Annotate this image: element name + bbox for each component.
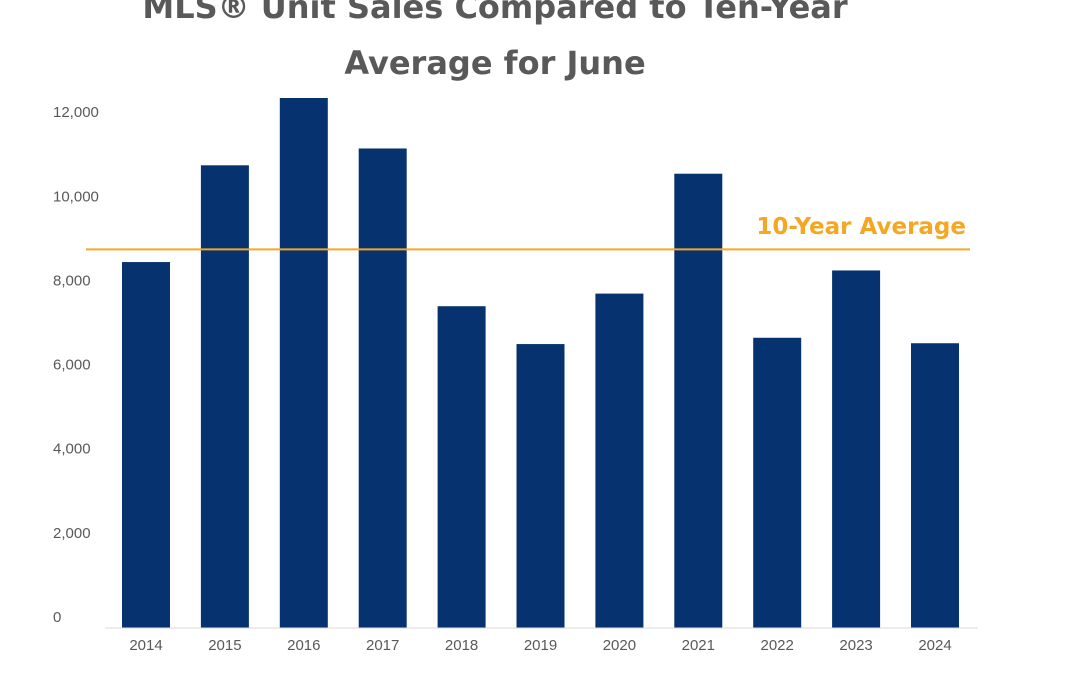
x-tick-label: 2024 — [918, 637, 951, 654]
bar-2014 — [122, 262, 170, 628]
y-axis: 0 2,000 4,000 6,000 8,000 10,000 12,000 — [53, 104, 99, 626]
x-tick-label: 2017 — [366, 637, 399, 654]
bar-2017 — [358, 148, 407, 628]
x-tick-label: 2015 — [208, 637, 241, 654]
bar-2018 — [437, 306, 486, 628]
chart-title: MLS® Unit Sales Compared to Ten-Year Ave… — [142, 0, 848, 82]
ten-year-average-label: 10-Year Average — [756, 214, 966, 240]
y-tick-label: 8,000 — [53, 272, 91, 289]
x-tick-label: 2016 — [287, 637, 320, 654]
y-tick-label: 12,000 — [53, 104, 99, 121]
bar-2019 — [516, 344, 565, 628]
bar-2016 — [279, 98, 328, 628]
x-tick-label: 2022 — [761, 637, 794, 654]
x-tick-label: 2014 — [129, 637, 162, 654]
x-tick-label: 2018 — [445, 637, 478, 654]
bar-2022 — [753, 337, 802, 628]
chart-title-line-2: Average for June — [344, 44, 645, 82]
x-tick-label: 2023 — [839, 637, 872, 654]
chart-title-line-1: MLS® Unit Sales Compared to Ten-Year — [142, 0, 848, 26]
y-tick-label: 10,000 — [53, 188, 99, 205]
x-tick-label: 2019 — [524, 637, 557, 654]
bar-2015 — [200, 165, 249, 629]
y-tick-label: 6,000 — [53, 357, 91, 374]
y-tick-label: 4,000 — [53, 441, 91, 458]
ten-year-average: 10-Year Average — [86, 214, 970, 251]
bar-2024 — [911, 343, 959, 628]
y-tick-label: 0 — [53, 609, 61, 626]
y-tick-label: 2,000 — [53, 525, 91, 542]
x-tick-label: 2021 — [682, 637, 715, 654]
bar-2021 — [674, 173, 723, 628]
x-axis: 2014 2015 2016 2017 2018 2019 2020 2021 2022 2023… — [129, 637, 951, 654]
bar-2020 — [595, 293, 644, 628]
bar-series — [122, 98, 959, 629]
x-tick-label: 2020 — [603, 637, 636, 654]
bar-2023 — [832, 270, 881, 628]
